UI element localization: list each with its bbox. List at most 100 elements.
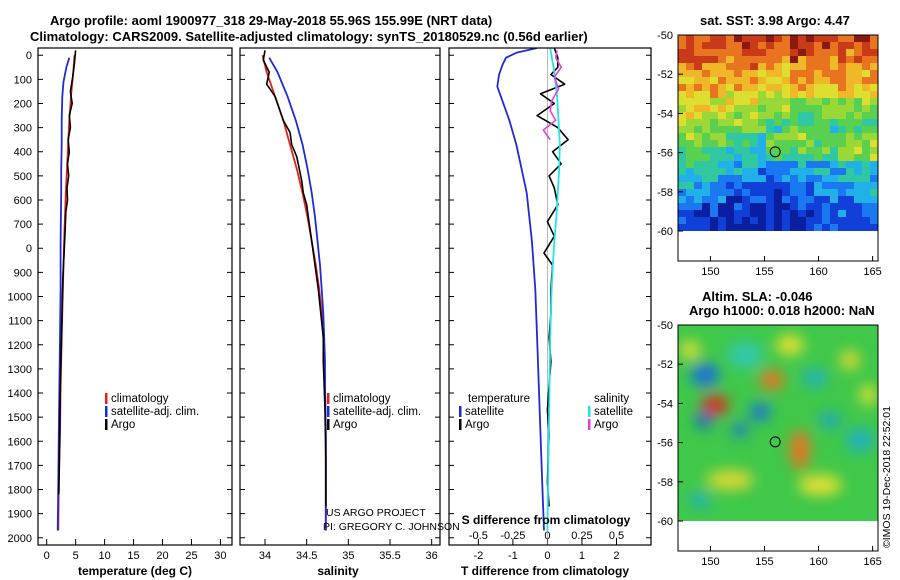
sst-cell [702,112,711,120]
sst-cell [742,175,751,183]
sst-cell [750,140,759,148]
sst-cell [854,196,863,204]
sst-cell [702,70,711,78]
sst-cell [790,91,799,99]
sst-cell [742,154,751,162]
sst-cell [854,147,863,155]
sst-cell [814,168,823,176]
sla-blob [695,412,713,428]
sst-cell [822,126,831,134]
sst-cell [726,77,735,85]
sst-cell [870,203,878,211]
sst-map-frame [677,34,879,262]
sst-cell [766,112,775,120]
sst-cell [870,105,878,113]
sst-cell [726,168,735,176]
sst-cell [686,175,695,183]
x2-tick-label: 0.25 [571,530,592,542]
sst-cell [694,126,703,134]
sst-cell [830,77,839,85]
sst-cell [822,196,831,204]
sst-cell [806,217,815,225]
sst-cell [814,203,823,211]
sst-cell [806,35,815,43]
sst-cell [862,217,871,225]
sst-cell [822,154,831,162]
sst-cell [830,224,839,231]
sst-cell [830,49,839,57]
sst-cell [774,189,783,197]
sla-blob [790,430,810,470]
sst-cell [862,161,871,169]
sst-cell [846,210,855,218]
sst-cell [806,196,815,204]
sst-cell [686,189,695,197]
sst-cell [870,49,878,57]
series-line-temperature-satellite [496,48,545,531]
sst-cell [718,182,727,190]
sst-cell [814,91,823,99]
sst-cell [766,140,775,148]
sst-cell [694,210,703,218]
sla-blob [860,385,876,405]
sst-cell [710,119,719,127]
sst-cell [678,119,687,127]
sst-cell [750,119,759,127]
sst-cell [718,210,727,218]
sst-cell [830,217,839,225]
sst-cell [718,70,727,78]
sst-cell [710,56,719,64]
sst-cell [798,168,807,176]
sst-cell [870,56,878,64]
sst-cell [686,77,695,85]
sst-cell [742,112,751,120]
sst-cell [678,56,687,64]
sst-cell [782,203,791,211]
sst-cell [846,126,855,134]
depth-tick-label: 900 [14,267,32,279]
sst-cell [710,84,719,92]
x-tick-label: -2 [473,550,483,562]
sst-cell [790,70,799,78]
sst-cell [702,77,711,85]
sst-cell [694,119,703,127]
sst-cell [694,63,703,71]
sst-cell [726,35,735,43]
sst-cell [870,196,878,204]
sst-cell [702,35,711,43]
sst-cell [750,84,759,92]
sla-blob [803,369,827,387]
sla-anomaly-blobs [680,335,876,508]
sst-cell [702,168,711,176]
sst-cell [798,217,807,225]
sst-cell [838,224,847,231]
sst-cell [766,119,775,127]
sst-cell [854,210,863,218]
sst-cell [766,224,775,231]
depth-tick-labels: 0 100 200 300 400 500 600 700 0 900 1000 1100 1200 13… [8,50,32,545]
sst-cell [766,77,775,85]
sst-cell [790,217,799,225]
sst-cell [726,182,735,190]
sst-cell [782,84,791,92]
sst-cell [862,98,871,106]
sst-cell [830,147,839,155]
sst-cell [846,182,855,190]
x-tick-label: 0 [44,550,50,562]
sst-cell [814,210,823,218]
sst-cell [806,84,815,92]
sst-cell [734,56,743,64]
sst-cell [806,161,815,169]
legend-swatch [327,419,330,430]
sst-cell [766,42,775,50]
sst-cell [814,140,823,148]
sst-cell [678,175,687,183]
sst-cell [726,84,735,92]
sst-cell [846,161,855,169]
sst-cell [790,196,799,204]
sst-cell [814,49,823,57]
sst-cell [718,119,727,127]
sst-cell [822,119,831,127]
sst-cell [798,161,807,169]
